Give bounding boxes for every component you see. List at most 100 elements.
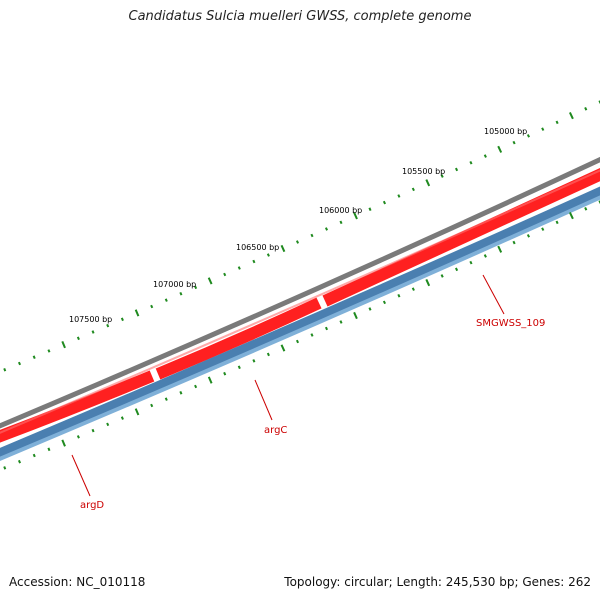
- scale-tick: [223, 272, 227, 277]
- scale-label: 106500 bp: [236, 243, 279, 252]
- scale-tick: [397, 293, 401, 298]
- scale-tick: [32, 355, 36, 359]
- scale-tick: [91, 330, 95, 334]
- scale-tick: [237, 266, 241, 270]
- scale-tick: [497, 245, 503, 253]
- scale-label: 107500 bp: [69, 315, 112, 324]
- genome-summary: Topology: circular; Length: 245,530 bp; …: [284, 575, 591, 589]
- scale-tick: [120, 317, 124, 322]
- scale-tick: [469, 160, 473, 165]
- scale-label: 105500 bp: [402, 167, 445, 176]
- scale-tick: [266, 253, 270, 257]
- scale-tick: [134, 408, 140, 416]
- scale-tick: [32, 453, 36, 458]
- scale-tick: [266, 352, 270, 357]
- inner-scale-ticks: [3, 200, 600, 470]
- scale-tick: [425, 278, 431, 287]
- scale-label: 105000 bp: [484, 127, 527, 136]
- scale-tick: [120, 416, 124, 420]
- scale-tick: [440, 274, 444, 278]
- scale-tick: [483, 254, 487, 258]
- scale-tick: [106, 323, 110, 328]
- scale-tick: [469, 260, 473, 265]
- gene-label-argc: argC: [264, 425, 287, 436]
- scale-tick: [207, 376, 213, 384]
- gene-label-smgwss-109: SMGWSS_109: [476, 318, 545, 329]
- map-title: Candidatus Sulcia muelleri GWSS, complet…: [128, 9, 472, 24]
- scale-tick: [134, 309, 140, 317]
- scale-tick: [411, 187, 415, 192]
- scale-tick: [76, 336, 80, 341]
- scale-tick: [541, 127, 545, 131]
- scale-tick: [280, 244, 286, 253]
- scale-tick: [310, 233, 314, 238]
- gene-track-outer: [0, 186, 600, 460]
- scale-tick: [194, 384, 198, 389]
- gene-track-inner: [0, 195, 600, 461]
- leader-line-smgwss-109: [482, 274, 505, 315]
- scale-tick: [555, 220, 559, 225]
- backbone-track: [0, 156, 600, 429]
- scale-tick: [106, 422, 110, 427]
- scale-tick: [47, 447, 51, 452]
- cds-track-segment-2: [155, 297, 322, 380]
- scale-tick: [310, 333, 314, 337]
- scale-tick: [47, 349, 51, 353]
- scale-tick: [252, 359, 256, 363]
- scale-tick: [368, 307, 372, 311]
- gene-label-argd: argD: [80, 500, 104, 511]
- scale-tick: [584, 206, 588, 211]
- scale-tick: [252, 259, 256, 264]
- scale-tick: [179, 291, 183, 296]
- scale-labels: 105000 bp 105500 bp 106000 bp 106500 bp …: [69, 127, 527, 324]
- scale-tick: [280, 344, 286, 352]
- scale-tick: [223, 371, 227, 376]
- scale-tick: [339, 320, 343, 324]
- scale-tick: [454, 167, 459, 172]
- scale-tick: [526, 134, 531, 138]
- scale-tick: [324, 326, 329, 331]
- scale-tick: [512, 140, 516, 145]
- cds-track-segment-3: [322, 168, 600, 307]
- scale-tick: [164, 298, 168, 302]
- scale-tick: [339, 220, 343, 225]
- scale-tick: [237, 365, 241, 370]
- scale-tick: [91, 428, 95, 433]
- scale-tick: [179, 391, 183, 395]
- scale-tick: [76, 435, 80, 439]
- scale-tick: [353, 212, 358, 220]
- scale-tick: [150, 403, 154, 408]
- scale-tick: [584, 106, 588, 111]
- scale-tick: [368, 207, 372, 211]
- scale-tick: [483, 154, 487, 158]
- scale-tick: [207, 277, 213, 285]
- scale-tick: [353, 311, 358, 320]
- cds-highlight: [0, 169, 600, 434]
- scale-tick: [3, 466, 7, 470]
- scale-tick: [497, 145, 503, 153]
- scale-tick: [61, 341, 66, 349]
- gene-labels: SMGWSS_109 argC argD: [80, 318, 545, 511]
- leader-line-argd: [71, 454, 91, 497]
- scale-tick: [324, 227, 329, 231]
- accession-label: Accession: NC_010118: [9, 575, 146, 589]
- scale-tick: [411, 287, 415, 291]
- outer-scale-ticks: [3, 100, 600, 372]
- scale-tick: [150, 304, 154, 309]
- leader-line-argc: [254, 379, 273, 421]
- scale-tick: [568, 111, 574, 120]
- scale-tick: [3, 368, 7, 372]
- scale-tick: [526, 234, 531, 238]
- scale-tick: [295, 339, 300, 344]
- scale-tick: [541, 227, 545, 231]
- gene-label-leaders: [71, 274, 505, 497]
- scale-label: 106000 bp: [319, 206, 362, 215]
- scale-tick: [425, 179, 431, 187]
- scale-tick: [454, 267, 459, 272]
- scale-tick: [440, 174, 444, 178]
- scale-tick: [382, 200, 387, 205]
- scale-tick: [397, 194, 401, 198]
- scale-tick: [512, 240, 516, 245]
- scale-tick: [164, 397, 168, 401]
